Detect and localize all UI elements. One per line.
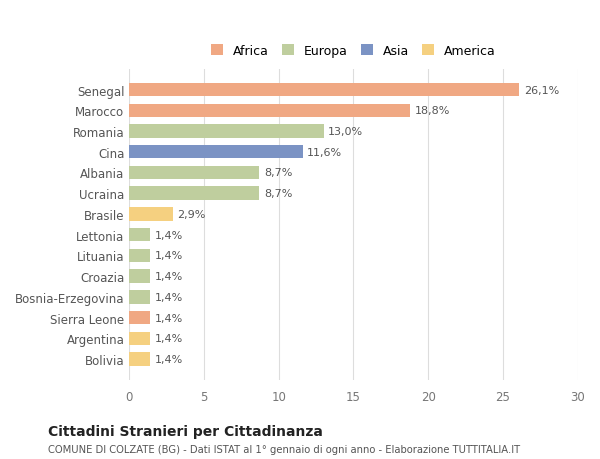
Bar: [130, 187, 259, 201]
Bar: [130, 104, 410, 118]
Text: 1,4%: 1,4%: [155, 334, 183, 343]
Text: 1,4%: 1,4%: [155, 251, 183, 261]
Bar: [130, 84, 520, 97]
Bar: [130, 291, 150, 304]
Text: 11,6%: 11,6%: [307, 147, 342, 157]
Text: 1,4%: 1,4%: [155, 230, 183, 240]
Legend: Africa, Europa, Asia, America: Africa, Europa, Asia, America: [205, 39, 502, 64]
Text: 1,4%: 1,4%: [155, 354, 183, 364]
Text: 8,7%: 8,7%: [264, 189, 292, 199]
Bar: [130, 270, 150, 283]
Text: 18,8%: 18,8%: [415, 106, 450, 116]
Bar: [130, 311, 150, 325]
Bar: [130, 229, 150, 242]
Text: 8,7%: 8,7%: [264, 168, 292, 178]
Bar: [130, 208, 173, 221]
Text: 1,4%: 1,4%: [155, 271, 183, 281]
Text: 1,4%: 1,4%: [155, 292, 183, 302]
Bar: [130, 125, 323, 139]
Bar: [130, 146, 302, 159]
Text: 1,4%: 1,4%: [155, 313, 183, 323]
Text: COMUNE DI COLZATE (BG) - Dati ISTAT al 1° gennaio di ogni anno - Elaborazione TU: COMUNE DI COLZATE (BG) - Dati ISTAT al 1…: [48, 444, 520, 454]
Bar: [130, 166, 259, 180]
Text: 13,0%: 13,0%: [328, 127, 363, 137]
Bar: [130, 332, 150, 345]
Text: 2,9%: 2,9%: [177, 209, 206, 219]
Bar: [130, 353, 150, 366]
Text: Cittadini Stranieri per Cittadinanza: Cittadini Stranieri per Cittadinanza: [48, 425, 323, 438]
Bar: [130, 249, 150, 263]
Text: 26,1%: 26,1%: [524, 85, 559, 95]
